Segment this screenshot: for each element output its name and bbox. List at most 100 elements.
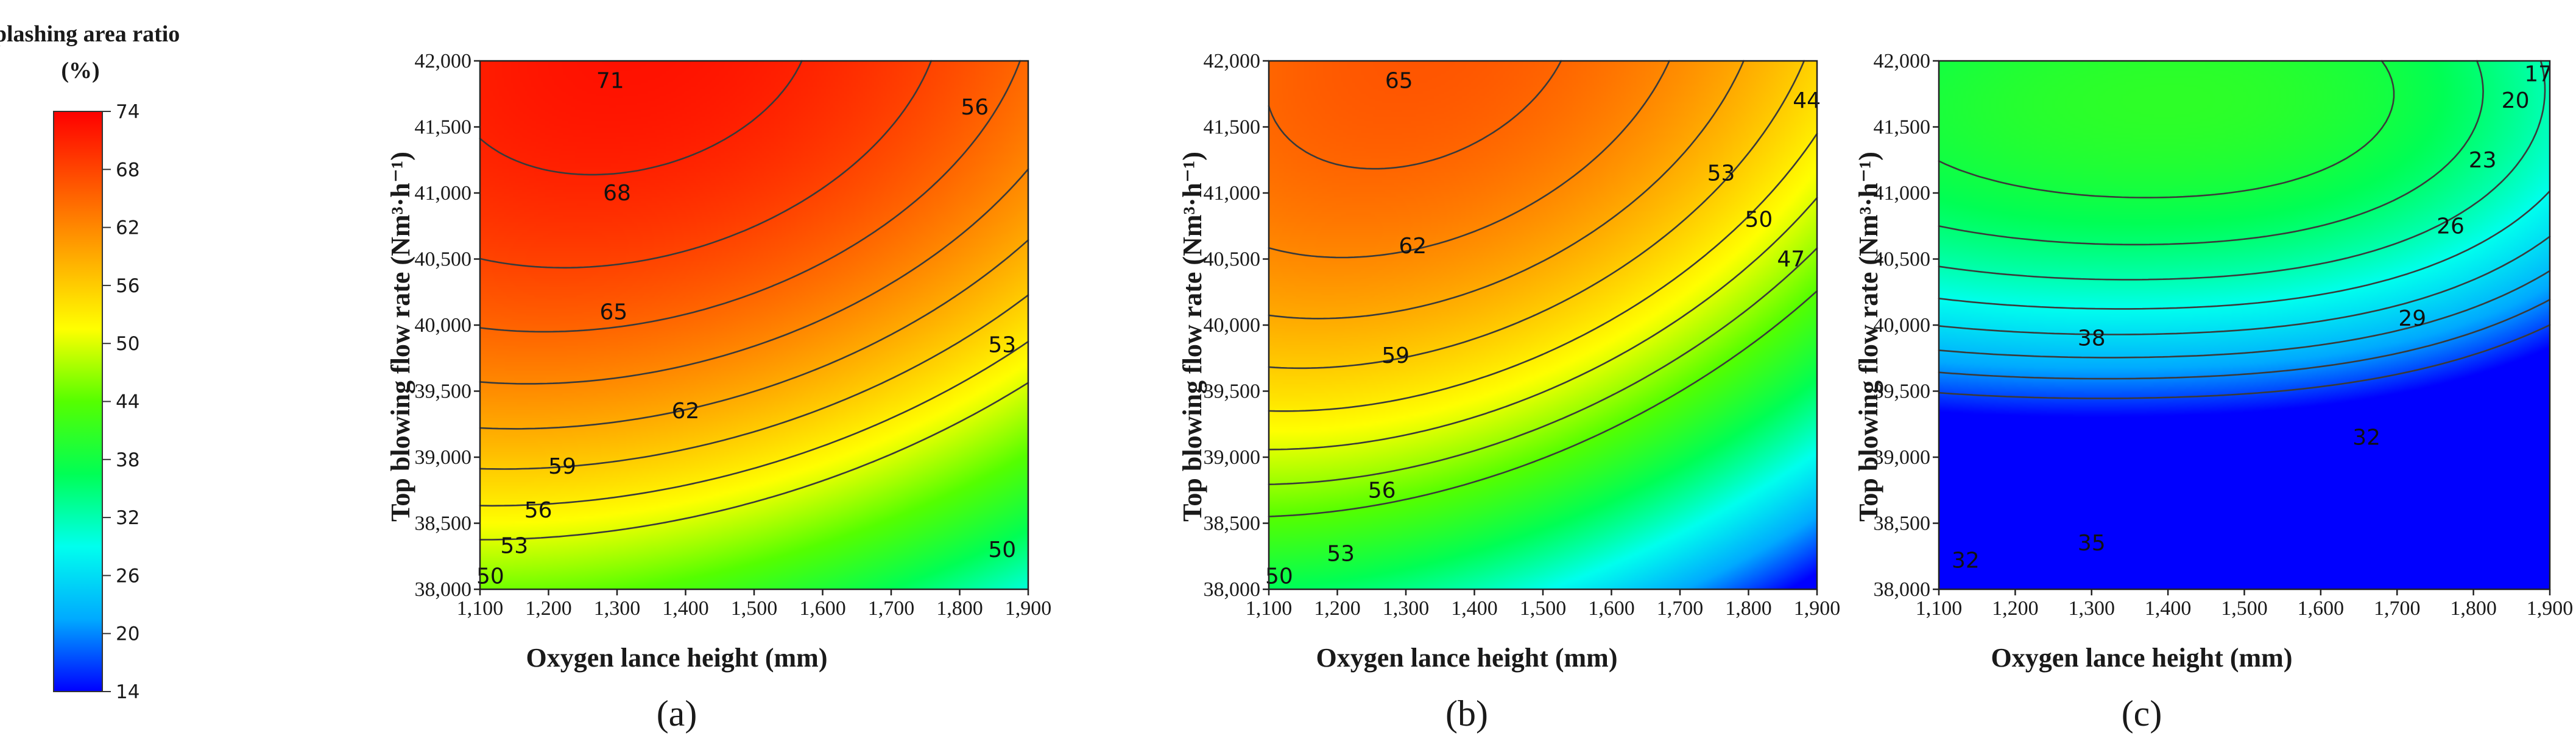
panel-a-contour-71 — [479, 60, 803, 176]
panel-a-ytick-label: 39,000 — [415, 446, 472, 469]
panel-c-ytick-label: 39,500 — [1874, 380, 1931, 403]
panel-c-contour-label: 35 — [2078, 531, 2106, 556]
panel-c-contour-label: 29 — [2398, 306, 2426, 331]
panel-c-contour-23 — [1938, 270, 2551, 359]
panel-c-contour-label: 17 — [2524, 62, 2552, 87]
panel-b-xtick-label: 1,400 — [1451, 597, 1498, 620]
panel-b-contour-label: 44 — [1793, 88, 1821, 113]
panel-b-contour-label: 59 — [1382, 343, 1410, 368]
panel-a-contour-label: 56 — [524, 498, 552, 523]
colorbar-tick-label: 38 — [116, 449, 139, 471]
panel-b-xlabel: Oxygen lance height (mm) — [1316, 643, 1618, 673]
colorbar-tick-label: 32 — [116, 507, 139, 529]
panel-a-label: (a) — [657, 693, 697, 734]
panel-a-ytick-label: 41,000 — [415, 182, 472, 205]
panel-a-ytick-label: 38,500 — [415, 513, 472, 535]
panel-c-label: (c) — [2122, 693, 2162, 734]
panel-b-xtick-label: 1,200 — [1314, 597, 1361, 620]
panel-a-xtick-label: 1,400 — [662, 597, 709, 620]
panel-b-contour-62 — [1268, 60, 1670, 259]
panel-b-xtick-label: 1,600 — [1588, 597, 1635, 620]
panel-a-ytick-label: 41,500 — [415, 116, 472, 139]
panel-a-xtick-label: 1,900 — [1005, 597, 1052, 620]
colorbar-tick-label: 62 — [116, 217, 139, 239]
panel-c-contour-20 — [1938, 298, 2551, 380]
panel-a-ytick-label: 42,000 — [415, 50, 472, 72]
panel-a-xtick-label: 1,800 — [936, 597, 983, 620]
panel-c-contour-label: 26 — [2437, 214, 2465, 239]
panel-b-ytick-label: 38,000 — [1204, 578, 1261, 601]
panel-a-xtick-label: 1,300 — [594, 597, 641, 620]
panel-c-contour-38 — [1938, 60, 2395, 198]
panel-c-ytick-label: 38,500 — [1874, 513, 1931, 535]
panel-c-contour-label: 20 — [2502, 88, 2530, 113]
panel-b-contour-label: 53 — [1327, 541, 1355, 566]
panel-b-ylabel: Top blowing flow rate (Nm³·h⁻¹) — [1177, 152, 1207, 522]
panel-c-contour-17 — [1938, 324, 2551, 399]
panel-a-xtick-label: 1,700 — [868, 597, 915, 620]
colorbar: Splashing area ratio (%) 74 68 62 56 50 44 38 3… — [0, 21, 180, 703]
panel-a-xtick-label: 1,500 — [731, 597, 778, 620]
panel-c-contour-32 — [1938, 60, 2546, 281]
panel-a-contour-65 — [479, 60, 1021, 333]
panel-c-ytick-label: 40,000 — [1874, 314, 1931, 337]
panel-c-ytick-label: 42,000 — [1874, 50, 1931, 72]
panel-c-xtick-label: 1,600 — [2298, 597, 2345, 620]
panel-a-heatmap — [480, 61, 1028, 589]
colorbar-tick-label: 68 — [116, 159, 139, 181]
panel-c-xtick-label: 1,100 — [1916, 597, 1963, 620]
panel-a-contour-label: 53 — [988, 333, 1016, 358]
panel-b-xtick-label: 1,300 — [1383, 597, 1430, 620]
panel-b-contour-label: 50 — [1745, 207, 1773, 232]
panel-a-contour-68 — [479, 60, 932, 269]
panel-b-contour-label: 50 — [1265, 564, 1293, 589]
panel-b: Top blowing flow rate (Nm³·h⁻¹) Oxygen l… — [1177, 50, 1840, 734]
panel-c-contour-35 — [1938, 60, 2484, 246]
panel-a-xlabel: Oxygen lance height (mm) — [526, 643, 828, 673]
colorbar-ticks: 74 68 62 56 50 44 38 32 26 20 14 — [102, 101, 139, 703]
panel-a-xtick-label: 1,600 — [799, 597, 846, 620]
colorbar-tick-label: 20 — [116, 623, 139, 645]
panel-b-contour-label: 56 — [1368, 478, 1396, 503]
panel-b-label: (b) — [1445, 693, 1488, 734]
panel-a-ytick-label: 39,500 — [415, 380, 472, 403]
colorbar-tick-label: 14 — [116, 681, 139, 703]
panel-a-contour-53 — [479, 340, 1029, 507]
colorbar-scale — [53, 111, 103, 692]
panel-b-heatmap — [1269, 61, 1817, 589]
panel-c-ytick-label: 41,000 — [1874, 182, 1931, 205]
panel-a-contour-59 — [479, 239, 1029, 430]
panel-c-xtick-label: 1,700 — [2374, 597, 2421, 620]
panel-b-contour-59 — [1268, 60, 1745, 320]
panel-c: Top blowing flow rate (Nm³·h⁻¹) Oxygen l… — [1854, 50, 2573, 734]
panel-c-contour-label: 32 — [1952, 548, 1980, 573]
panel-b-xtick-label: 1,100 — [1246, 597, 1293, 620]
panel-b-ytick-label: 41,500 — [1204, 116, 1261, 139]
panel-a-contour-label: 53 — [500, 533, 528, 558]
panel-c-heatmap — [1939, 61, 2550, 589]
panel-b-contour-label: 65 — [1385, 69, 1413, 94]
panel-a-contour-label: 65 — [599, 300, 627, 324]
panel-b-contour-label: 47 — [1777, 247, 1805, 272]
panel-b-ytick-label: 42,000 — [1204, 50, 1261, 72]
colorbar-title-line2: (%) — [61, 58, 99, 83]
panel-b-ytick-label: 39,000 — [1204, 446, 1261, 469]
panel-a-ytick-label: 40,500 — [415, 248, 472, 271]
panel-c-contour-29 — [1938, 190, 2551, 310]
panel-a-contour-label: 62 — [672, 399, 700, 424]
panel-c-xtick-label: 1,900 — [2527, 597, 2574, 620]
panel-b-ytick-label: 40,500 — [1204, 248, 1261, 271]
panel-b-xtick-label: 1,700 — [1657, 597, 1704, 620]
panel-b-ytick-label: 41,000 — [1204, 182, 1261, 205]
colorbar-tick-label: 26 — [116, 565, 139, 587]
panel-a-contour-label: 68 — [603, 181, 631, 206]
panel-a-contour-56 — [479, 294, 1029, 470]
panel-c-ytick-label: 39,000 — [1874, 446, 1931, 469]
panel-a-contour-label: 50 — [988, 538, 1016, 562]
colorbar-title-line1: Splashing area ratio — [0, 21, 180, 47]
panel-b-contour-65 — [1268, 60, 1562, 170]
panel-a-ylabel: Top blowing flow rate (Nm³·h⁻¹) — [386, 152, 415, 522]
panel-a-contour-label: 59 — [548, 454, 576, 479]
panel-a-ytick-label: 38,000 — [415, 578, 472, 601]
